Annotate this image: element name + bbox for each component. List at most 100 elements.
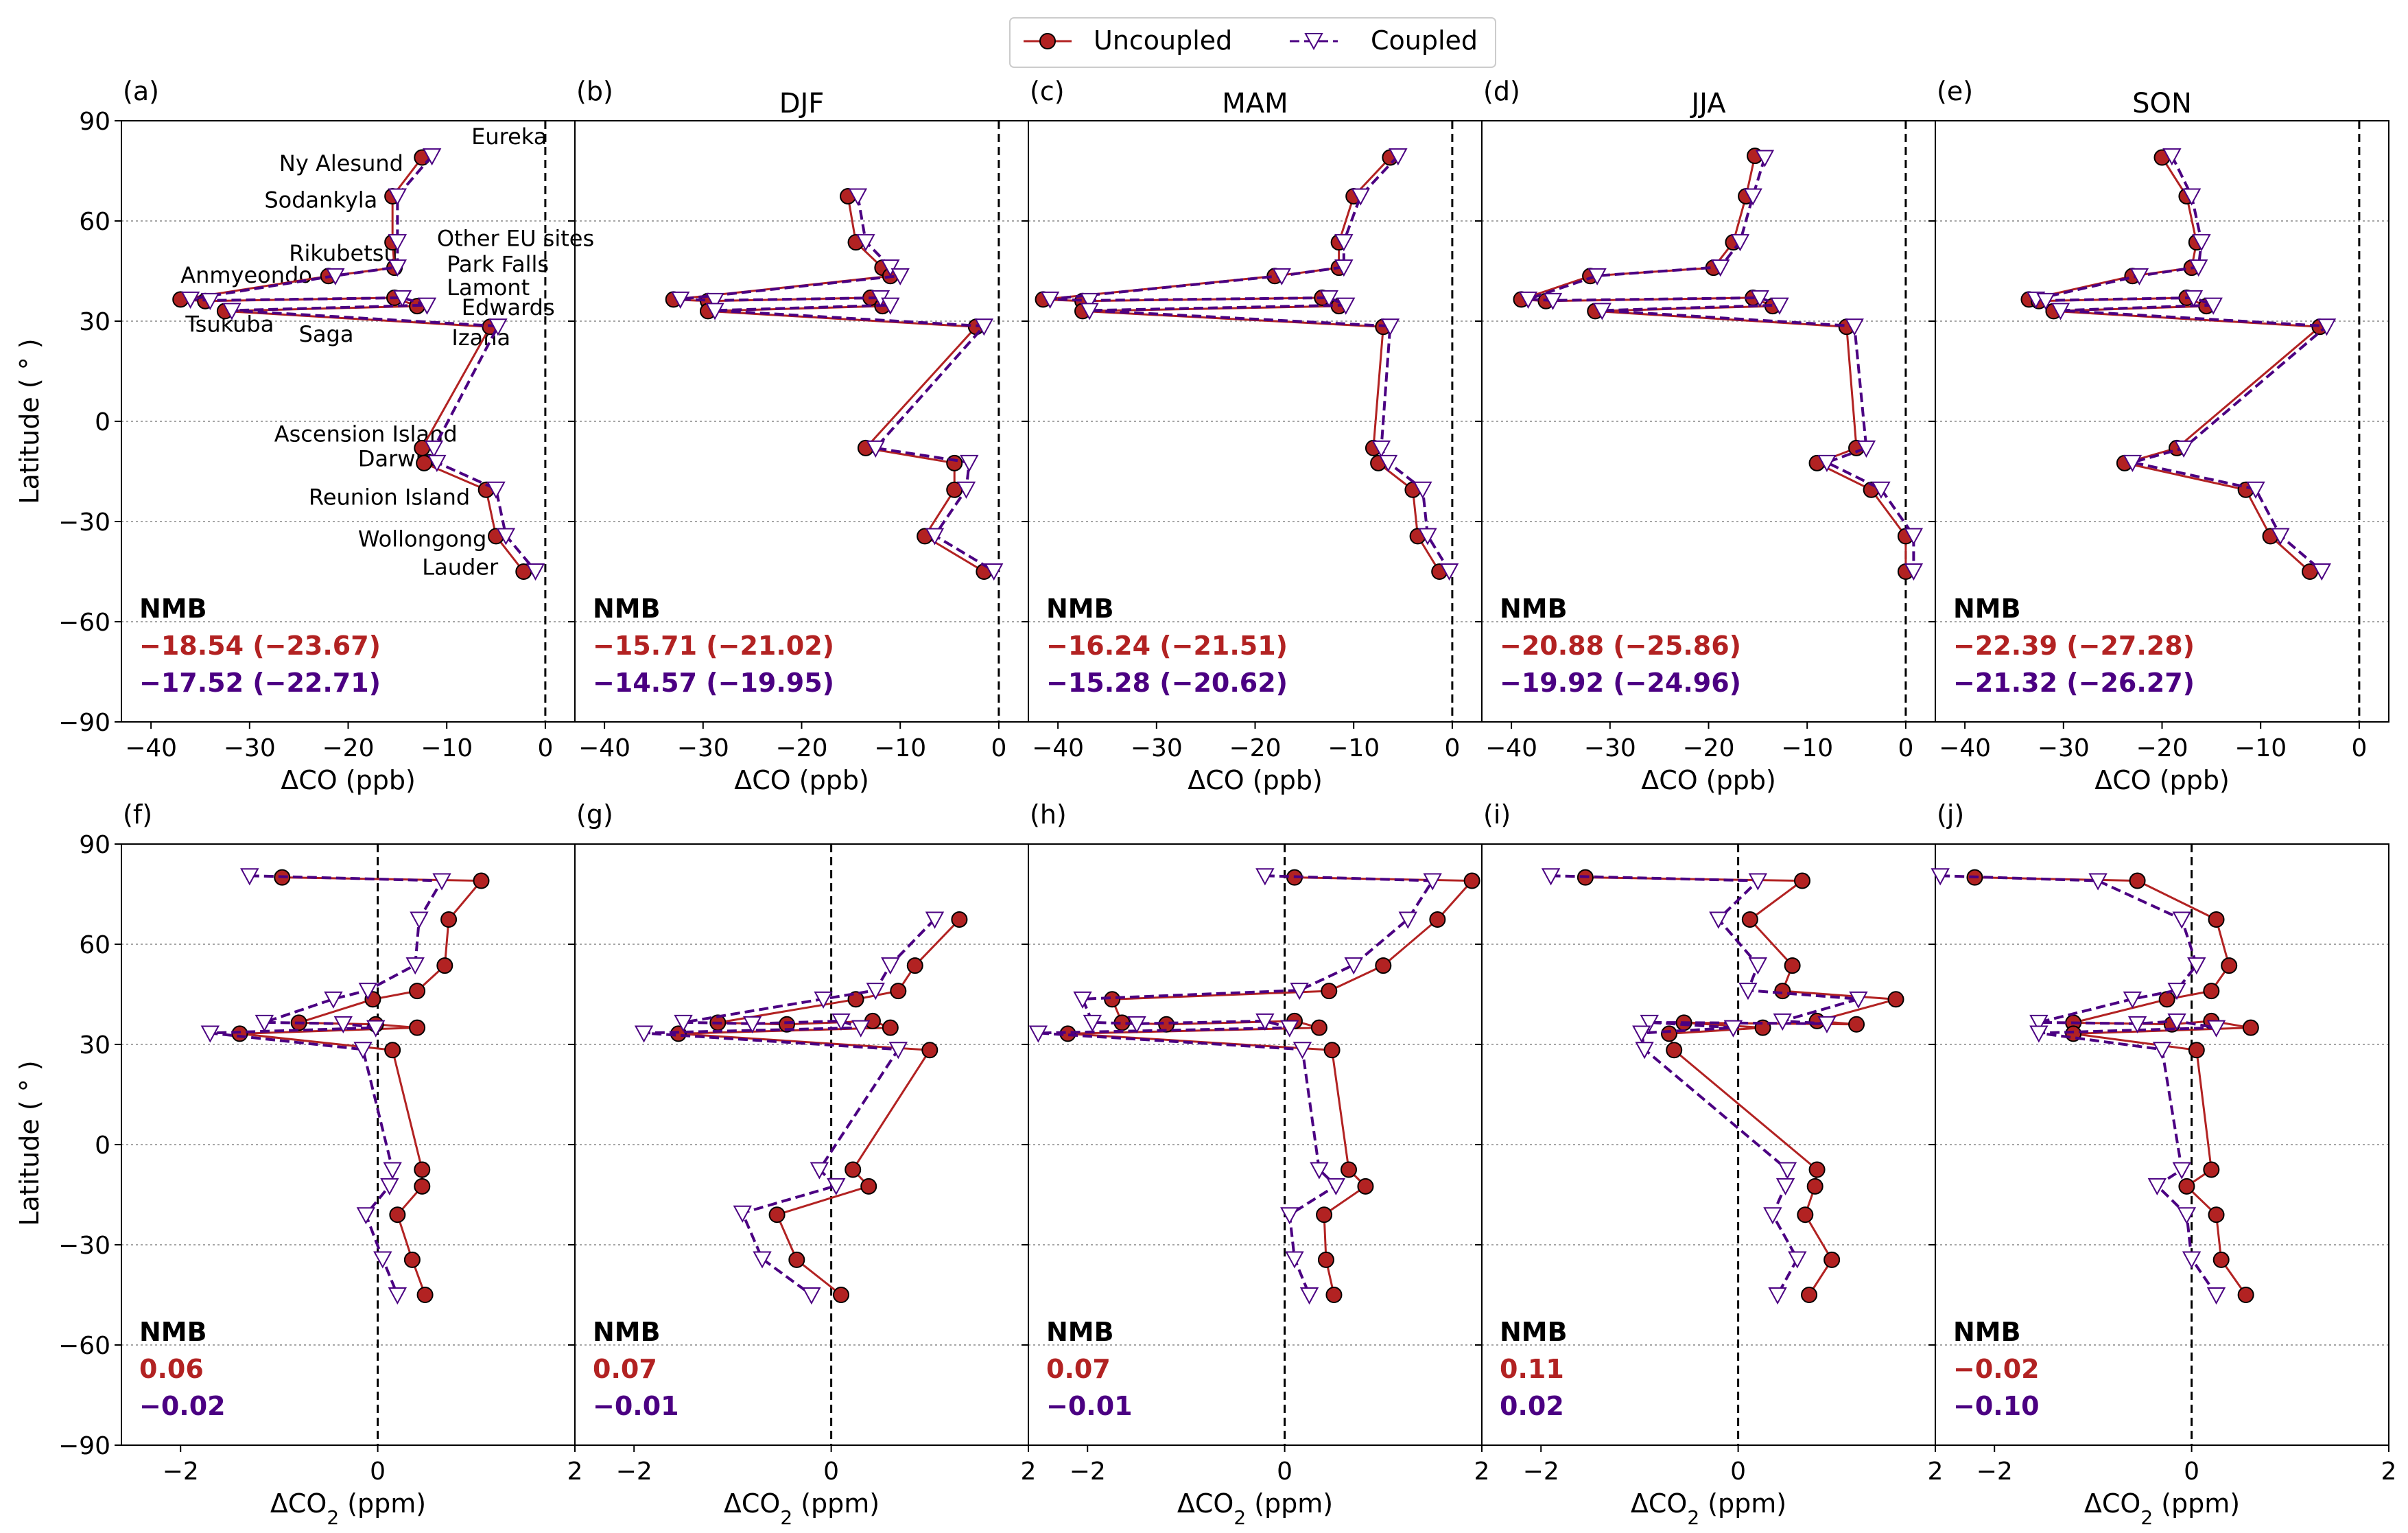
coupled-point: [2312, 563, 2331, 581]
uncoupled-point: [409, 1019, 426, 1036]
coupled-point: [1587, 268, 1607, 285]
x-tick-label: −20: [2136, 734, 2188, 762]
coupled-point: [324, 991, 343, 1009]
coupled-point: [1083, 1014, 1102, 1032]
uncoupled-point: [768, 1206, 786, 1224]
coupled-point: [388, 234, 408, 252]
x-tick-label: 2: [1928, 1458, 1944, 1486]
coupled-point: [358, 983, 377, 1000]
coupled-point: [1856, 440, 1876, 458]
x-tick-label: −30: [1584, 734, 1636, 762]
coupled-point: [1931, 868, 1950, 886]
panel-c: −40 −30 −20 −10 0 ΔCO (ppb) (c) MAM NMB −16.24 (−…: [1022, 76, 1483, 795]
coupled-point: [1073, 991, 1092, 1009]
uncoupled-point: [231, 1025, 248, 1042]
uncoupled-point: [1784, 957, 1801, 974]
uncoupled-point: [1463, 872, 1480, 889]
x-tick-label: 0: [537, 734, 553, 762]
x-tick-label: −20: [1683, 734, 1735, 762]
coupled-point: [2029, 1014, 2049, 1032]
coupled-point: [1255, 868, 1275, 886]
coupled-point: [1748, 873, 1768, 891]
y-tick-label: 60: [79, 931, 110, 959]
uncoupled-point: [1666, 1042, 1683, 1059]
y-tick-label: −30: [58, 508, 110, 537]
uncoupled-point: [906, 957, 923, 974]
uncoupled-point: [1806, 1178, 1823, 1195]
uncoupled-line: [2029, 156, 2323, 573]
coupled-point: [2184, 290, 2204, 308]
coupled-point: [1418, 528, 1437, 546]
nmb-coupled: −19.92 (−24.96): [1500, 668, 1741, 698]
coupled-point: [802, 1287, 821, 1305]
site-label: Ny Alesund: [279, 150, 403, 176]
uncoupled-point: [1316, 1206, 1333, 1224]
coupled-point: [410, 911, 429, 929]
x-tick-label: −10: [874, 734, 926, 762]
coupled-point: [705, 303, 724, 320]
x-tick-label: −10: [2234, 734, 2287, 762]
uncoupled-point: [1321, 983, 1338, 1000]
uncoupled-point: [414, 1178, 431, 1195]
y-tick-label: 30: [79, 1031, 110, 1060]
nmb-uncoupled: 0.06: [139, 1354, 204, 1384]
coupled-point: [2123, 991, 2143, 1009]
nmb-uncoupled: 0.11: [1500, 1354, 1564, 1384]
x-tick-label: 0: [823, 1458, 839, 1486]
coupled-point: [925, 911, 945, 929]
uncoupled-point: [473, 872, 490, 889]
coupled-point: [1711, 259, 1730, 277]
coupled-point: [814, 991, 833, 1009]
uncoupled-point: [1323, 1042, 1341, 1059]
coupled-point: [2051, 303, 2070, 320]
coupled-point: [1319, 290, 1338, 308]
coupled-line: [1940, 874, 2218, 1296]
coupled-line: [2035, 155, 2330, 572]
coupled-point: [1845, 318, 1864, 336]
x-axis-label-sub: 2: [2140, 1506, 2153, 1529]
x-axis-label: ΔCO2 (ppm): [724, 1488, 880, 1529]
uncoupled-point: [1823, 1251, 1841, 1268]
coupled-point: [1632, 1025, 1651, 1043]
x-axis-label: ΔCO (ppb): [1188, 765, 1323, 795]
panel-letter: (a): [123, 76, 159, 106]
x-tick-label: −40: [1485, 734, 1537, 762]
site-label: Eureka: [471, 124, 547, 150]
x-axis-label-part: (ppm): [2153, 1488, 2240, 1519]
coupled-point: [2206, 1287, 2226, 1305]
x-tick-label: −20: [1229, 734, 1282, 762]
panel-letter: (b): [576, 76, 613, 106]
coupled-point: [526, 563, 545, 581]
site-label: Rikubetsu: [289, 240, 397, 266]
coupled-point: [432, 873, 451, 891]
uncoupled-point: [2129, 872, 2146, 889]
x-axis-label: ΔCO2 (ppm): [270, 1488, 426, 1529]
uncoupled-point: [921, 1042, 939, 1059]
x-tick-label: 0: [2351, 734, 2367, 762]
uncoupled-point: [845, 1161, 862, 1178]
coupled-point: [1635, 1042, 1654, 1060]
coupled-point: [2036, 292, 2055, 310]
x-axis-label-sub: 2: [1687, 1506, 1699, 1529]
panel-title: MAM: [1222, 88, 1288, 119]
uncoupled-line: [673, 196, 985, 573]
nmb-coupled: −0.10: [1953, 1391, 2040, 1421]
coupled-point: [1904, 528, 1924, 546]
y-tick-label: −60: [58, 609, 110, 637]
coupled-point: [848, 188, 868, 206]
panel-letter: (g): [576, 799, 613, 830]
coupled-point: [353, 1042, 373, 1060]
panel-b: −40 −30 −20 −10 0 ΔCO (ppb) (b) DJF NMB −15.71 (−…: [568, 76, 1029, 795]
y-tick-label: 0: [95, 408, 110, 436]
legend: Uncoupled Coupled: [1009, 17, 1496, 68]
coupled-point: [1080, 292, 1099, 310]
nmb-label: NMB: [139, 594, 207, 624]
site-label: Saga: [299, 321, 354, 347]
y-tick-label: 90: [79, 831, 110, 859]
uncoupled-point: [2237, 1287, 2254, 1303]
uncoupled-point: [1774, 983, 1791, 1000]
panel-letter: (c): [1030, 76, 1065, 106]
nmb-coupled: −0.01: [593, 1391, 679, 1421]
coupled-point: [671, 291, 690, 309]
